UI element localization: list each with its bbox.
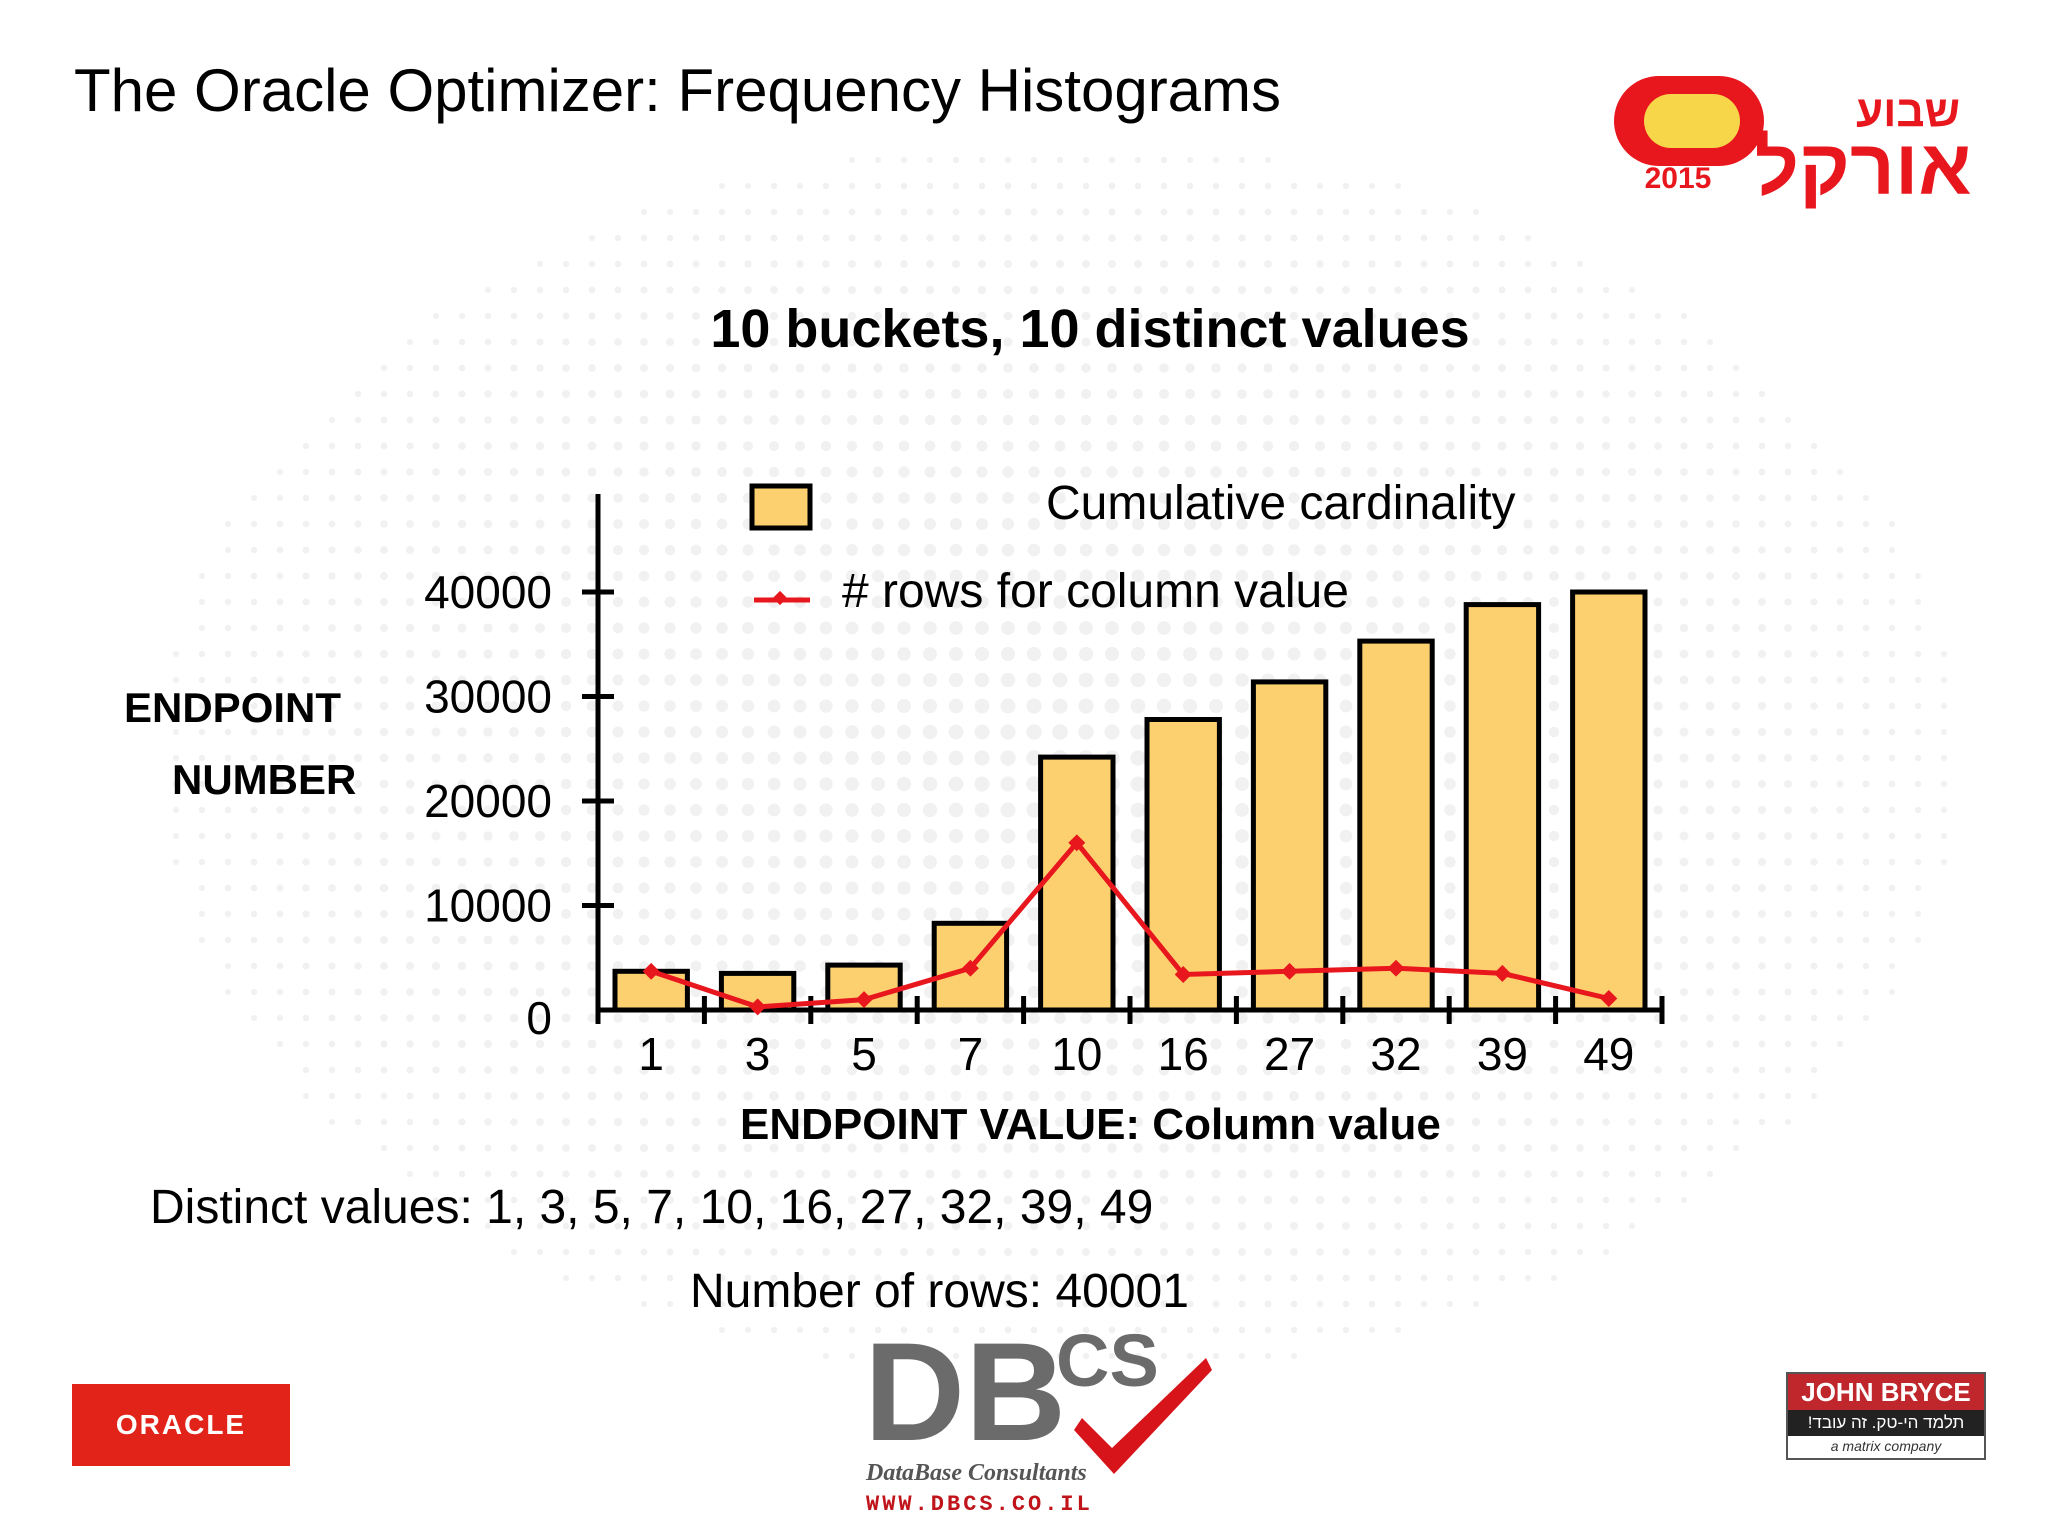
week-hebrew-text: שבוע [1856,87,1960,136]
x-tick-label-3: 3 [745,1028,771,1080]
tick-labels: 0 10000 20000 30000 40000 1 3 5 7 10 16 27 32 39 49 [424,566,1634,1080]
line-point-32 [1387,959,1405,977]
bar-49 [1570,589,1648,1013]
x-tick-label-32: 32 [1370,1028,1421,1080]
jb-name: JOHN BRYCE [1788,1374,1984,1410]
number-of-rows-note: Number of rows: 40001 [690,1265,1189,1318]
dbcs-logo-graphic: DB CS DataBase Consultants WWW.DBCS.CO.I… [864,1313,1212,1517]
bar-16 [1144,717,1222,1013]
line-point-1 [642,962,660,980]
y-tick-label-30000: 30000 [424,671,552,723]
line-point-10 [1068,834,1086,852]
line-point-5 [855,991,873,1009]
oracle-week-logo: שבוע אורקל 2015 [1608,66,1988,216]
y-tick-label-10000: 10000 [424,880,552,932]
line-point-16 [1174,965,1192,983]
dbcs-logo: DB CS DataBase Consultants WWW.DBCS.CO.I… [860,1313,1220,1518]
dbcs-tagline: DataBase Consultants [865,1460,1087,1486]
oracle-logo: ORACLE [72,1384,290,1466]
x-tick-label-5: 5 [851,1028,877,1080]
dbcs-cs-text: CS [1056,1319,1159,1402]
y-tick-label-40000: 40000 [424,566,552,618]
x-tick-label-39: 39 [1477,1028,1528,1080]
bar-39 [1463,602,1542,1013]
oracle-week-logo-graphic: שבוע אורקל 2015 [1614,76,1972,211]
slide-title: The Oracle Optimizer: Frequency Histogra… [74,57,1282,124]
x-tick-label-10: 10 [1051,1028,1102,1080]
x-tick-label-27: 27 [1264,1028,1315,1080]
dbcs-big-text: DB [864,1318,1066,1470]
jb-company: a matrix company [1830,1438,1942,1454]
line-point-49 [1600,990,1618,1007]
x-tick-label-7: 7 [958,1028,984,1080]
chart-title: 10 buckets, 10 distinct values [710,299,1470,359]
week-year-text: 2015 [1645,162,1712,195]
bar-series [612,589,1648,1013]
y-tick-label-0: 0 [526,992,552,1044]
x-tick-label-1: 1 [638,1028,664,1080]
line-point-7 [961,959,979,977]
line-series [642,834,1618,1016]
dbcs-url: WWW.DBCS.CO.IL [866,1492,1093,1517]
y-tick-label-20000: 20000 [424,775,552,827]
x-tick-label-16: 16 [1158,1028,1209,1080]
week-brand-text: אורקל [1754,123,1971,211]
axes [582,494,1665,1024]
x-tick-label-49: 49 [1583,1028,1634,1080]
y-axis-label-line1: ENDPOINT [124,684,342,731]
y-axis-label-line2: NUMBER [172,756,357,803]
checkmark-icon [1074,1358,1212,1474]
legend-label-line: # rows for column value [842,565,1349,618]
line-point-27 [1281,962,1299,980]
legend-line-marker [772,590,788,606]
bar-27 [1250,679,1329,1013]
legend-label-bars: Cumulative cardinality [1046,477,1516,530]
bar-10 [1038,754,1116,1013]
line-path [650,838,1610,1010]
jb-slogan: תלמד הי-טק. זה עובד! [1788,1410,1984,1436]
distinct-values-note: Distinct values: 1, 3, 5, 7, 10, 16, 27,… [150,1181,1154,1234]
bar-32 [1357,638,1435,1013]
john-bryce-logo: JOHN BRYCE תלמד הי-טק. זה עובד! a matrix… [1786,1372,1986,1460]
legend [749,483,813,606]
legend-bar-swatch [749,483,813,531]
x-axis-label: ENDPOINT VALUE: Column value [740,1100,1441,1149]
